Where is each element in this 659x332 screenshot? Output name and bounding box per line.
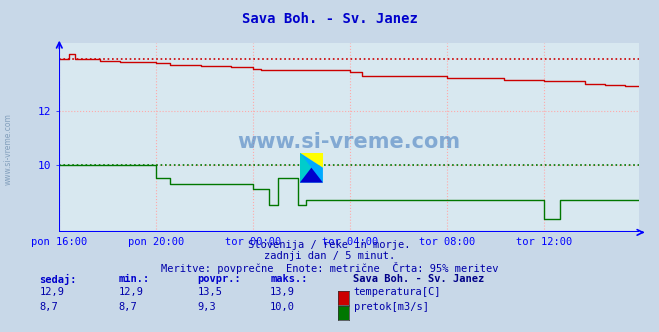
Text: povpr.:: povpr.:: [198, 274, 241, 284]
Text: 9,3: 9,3: [198, 302, 216, 312]
Text: sedaj:: sedaj:: [40, 274, 77, 285]
Text: 12,9: 12,9: [119, 287, 144, 297]
Text: pretok[m3/s]: pretok[m3/s]: [354, 302, 429, 312]
Text: 8,7: 8,7: [40, 302, 58, 312]
Text: Slovenija / reke in morje.: Slovenija / reke in morje.: [248, 240, 411, 250]
Polygon shape: [300, 153, 323, 183]
Text: 13,5: 13,5: [198, 287, 223, 297]
Text: 10,0: 10,0: [270, 302, 295, 312]
Text: www.si-vreme.com: www.si-vreme.com: [3, 114, 13, 185]
Text: 12,9: 12,9: [40, 287, 65, 297]
Text: zadnji dan / 5 minut.: zadnji dan / 5 minut.: [264, 251, 395, 261]
Text: temperatura[C]: temperatura[C]: [354, 287, 442, 297]
Text: maks.:: maks.:: [270, 274, 308, 284]
Text: 13,9: 13,9: [270, 287, 295, 297]
Text: 8,7: 8,7: [119, 302, 137, 312]
Text: Sava Boh. - Sv. Janez: Sava Boh. - Sv. Janez: [353, 274, 484, 284]
Text: www.si-vreme.com: www.si-vreme.com: [238, 131, 461, 152]
Polygon shape: [300, 168, 323, 183]
Text: min.:: min.:: [119, 274, 150, 284]
Polygon shape: [300, 153, 323, 168]
Text: Sava Boh. - Sv. Janez: Sava Boh. - Sv. Janez: [242, 12, 417, 26]
Text: Meritve: povprečne  Enote: metrične  Črta: 95% meritev: Meritve: povprečne Enote: metrične Črta:…: [161, 262, 498, 274]
Polygon shape: [300, 153, 312, 183]
